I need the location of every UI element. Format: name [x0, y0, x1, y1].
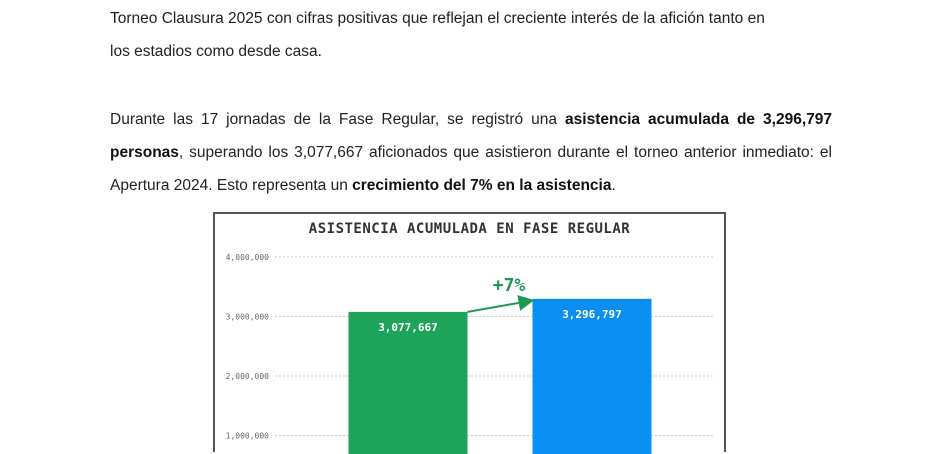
attendance-highlight: asistencia acumulada de 3,296,797 person… [110, 111, 833, 161]
attendance-text-c: . [611, 177, 616, 194]
intro-line-1: Torneo Clausura 2025 con cifras positiva… [110, 10, 765, 27]
bar-value-label: 3,077,667 [378, 321, 438, 334]
attendance-text-b: , superando los 3,077,667 aficionados qu… [110, 144, 832, 194]
chart-title: ASISTENCIA ACUMULADA EN FASE REGULAR [308, 221, 631, 237]
intro-paragraph: Torneo Clausura 2025 con cifras positiva… [110, 2, 832, 68]
attendance-chart: ASISTENCIA ACUMULADA EN FASE REGULAR 1,0… [213, 212, 726, 454]
growth-label: +7% [493, 275, 526, 296]
growth-highlight: crecimiento del 7% en la asistencia [352, 177, 612, 194]
attendance-paragraph: Durante las 17 jornadas de la Fase Regul… [110, 103, 832, 202]
y-tick-label: 3,000,000 [226, 313, 270, 322]
y-tick-label: 1,000,000 [226, 432, 270, 441]
intro-line-2: los estadios como desde casa. [110, 43, 322, 60]
growth-arrow [467, 295, 535, 313]
y-tick-label: 4,000,000 [226, 253, 270, 262]
y-tick-label: 2,000,000 [226, 372, 270, 381]
chart-plot: 1,000,000 2,000,000 3,000,000 4,000,000 3,07… [226, 253, 715, 454]
bar [532, 298, 652, 454]
bar [348, 311, 468, 454]
attendance-text-a: Durante las 17 jornadas de la Fase Regul… [110, 111, 566, 128]
bar-value-label: 3,296,797 [562, 308, 622, 321]
